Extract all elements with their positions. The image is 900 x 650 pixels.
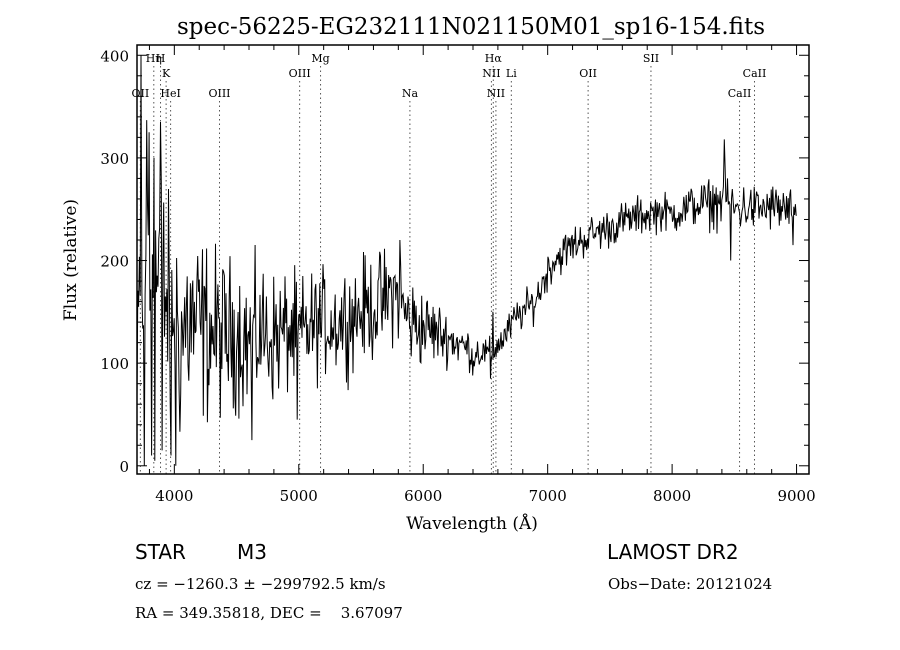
line-marker-label: Hα <box>485 52 503 65</box>
x-tick-label: 5000 <box>280 487 318 505</box>
line-marker-label: CaII <box>728 87 752 100</box>
line-marker-label: Na <box>402 87 419 100</box>
y-tick-label: 300 <box>100 150 129 168</box>
y-tick-label: 100 <box>100 355 129 373</box>
line-marker-label: HeI <box>160 87 180 100</box>
x-tick-label: 8000 <box>653 487 691 505</box>
spectrum-line <box>136 55 797 466</box>
observation-date: Obs−Date: 20121024 <box>608 575 773 593</box>
object-class: STAR <box>135 540 186 564</box>
x-axis-label: Wavelength (Å) <box>406 513 538 534</box>
x-tick-label: 6000 <box>404 487 442 505</box>
line-marker-label: Li <box>506 67 517 80</box>
y-tick-label: 400 <box>100 47 129 65</box>
line-marker-label: NII <box>482 67 500 80</box>
line-marker-label: Mg <box>311 52 329 65</box>
y-axis-label: Flux (relative) <box>61 199 81 321</box>
spectrum-layer <box>136 55 797 466</box>
line-marker-label: CaII <box>743 67 767 80</box>
line-marker-label: NII <box>487 87 505 100</box>
x-tick-label: 7000 <box>529 487 567 505</box>
velocity-readout: cz = −1260.3 ± −299792.5 km/s <box>135 575 386 593</box>
coordinates-readout: RA = 349.35818, DEC = 3.67097 <box>135 604 403 622</box>
line-marker-label: Hη <box>146 52 162 65</box>
line-marker-label: OII <box>132 87 150 100</box>
x-tick-label: 4000 <box>155 487 193 505</box>
line-marker-label: K <box>162 67 171 80</box>
line-marker-label: OII <box>579 67 597 80</box>
line-marker-label: OIII <box>289 67 311 80</box>
y-tick-label: 0 <box>119 458 129 476</box>
object-subclass: M3 <box>237 540 267 564</box>
y-tick-label: 200 <box>100 253 129 271</box>
plot-frame <box>136 44 810 475</box>
line-marker-label: H <box>156 52 166 65</box>
line-marker-label: SII <box>643 52 659 65</box>
survey-name: LAMOST DR2 <box>607 540 739 564</box>
axis-layer: 4000 5000 6000 7000 8000 9000 0 100 200 300 400 <box>100 45 816 505</box>
x-tick-label: 9000 <box>777 487 815 505</box>
line-marker-label: OIII <box>208 87 230 100</box>
chart-title: spec-56225-EG232111N021150M01_sp16-154.f… <box>177 14 765 40</box>
